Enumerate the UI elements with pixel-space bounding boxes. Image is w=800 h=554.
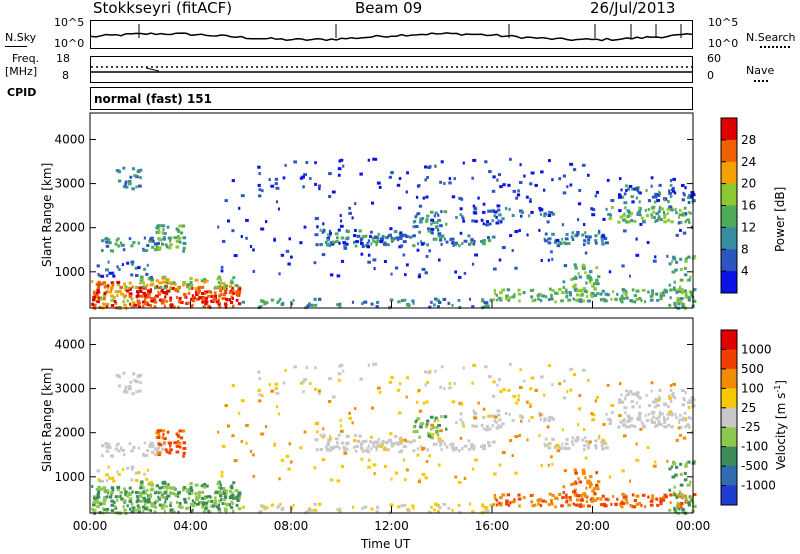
power-ytick-2: 3000	[54, 177, 85, 191]
power-ylabel: Slant Range [km]	[40, 162, 54, 267]
velocity-colorbar-tick-2: 100	[741, 381, 764, 395]
nsky-label: N.Sky	[5, 31, 37, 44]
nsky-legend-line	[5, 46, 27, 47]
velocity-colorbar-tick-7: -1000	[741, 479, 776, 493]
freq-panel	[90, 56, 693, 83]
nave-tick-bottom: 0	[707, 69, 714, 82]
x-tick-4: 16:00	[475, 519, 510, 533]
x-tick-3: 12:00	[374, 519, 409, 533]
nave-label: Nave	[746, 64, 775, 77]
velocity-colorbar-tick-0: 1000	[741, 342, 772, 356]
power-ytick-0: 1000	[54, 265, 85, 279]
power-colorbar-tick-1: 8	[741, 242, 749, 256]
power-frame	[89, 112, 694, 309]
power-colorbar-tick-3: 16	[741, 199, 756, 213]
nsky-tick-top: 10^5	[54, 16, 85, 29]
freq-trace	[91, 66, 692, 73]
power-colorbar-segment-6	[721, 249, 737, 272]
power-colorbar-segment-7	[721, 271, 737, 294]
nave-legend-line	[754, 80, 768, 82]
velocity-ytick-2: 3000	[54, 382, 85, 396]
cpid-label: CPID	[7, 86, 37, 99]
nsky-panel	[90, 20, 693, 49]
nsearch-tick-top: 10^5	[708, 16, 739, 29]
velocity-colorbar-segment-0	[721, 330, 737, 350]
velocity-ytick-1: 2000	[54, 426, 85, 440]
nsearch-tick-bottom: 10^0	[708, 37, 739, 50]
nsearch-legend-line	[760, 46, 790, 48]
velocity-colorbar-tick-1: 500	[741, 362, 764, 376]
power-colorbar-label: Power [dB]	[773, 186, 787, 252]
velocity-colorbar-segment-5	[721, 427, 737, 448]
date-title: 26/Jul/2013	[590, 0, 676, 17]
power-colorbar-segment-5	[721, 227, 737, 250]
power-colorbar-segment-2	[721, 161, 737, 185]
x-tick-2: 08:00	[274, 519, 309, 533]
velocity-ytick-3: 4000	[54, 337, 85, 351]
cpid-value: normal (fast) 151	[94, 92, 212, 106]
velocity-colorbar-segment-6	[721, 446, 737, 467]
freq-unit: [MHz]	[5, 65, 38, 78]
velocity-colorbar-tick-6: -500	[741, 459, 768, 473]
x-tick-0: 00:00	[73, 519, 108, 533]
velocity-colorbar-segment-8	[721, 485, 737, 506]
nsearch-label: N.Search	[746, 31, 796, 44]
cpid-panel	[90, 87, 693, 110]
power-ytick-3: 4000	[54, 132, 85, 146]
velocity-colorbar-segment-4	[721, 407, 737, 428]
nsky-tick-bottom: 10^0	[54, 37, 85, 50]
velocity-colorbar-segment-3	[721, 388, 737, 409]
freq-tick-top: 18	[56, 52, 70, 65]
power-colorbar-segment-3	[721, 183, 737, 206]
x-axis-label: Time UT	[361, 537, 411, 551]
nsky-trace	[91, 24, 692, 42]
nave-tick-top: 60	[707, 52, 721, 65]
velocity-ytick-0: 1000	[54, 470, 85, 484]
power-colorbar-tick-0: 4	[741, 264, 749, 278]
velocity-frame	[89, 317, 694, 514]
x-tick-6: 00:00	[676, 519, 711, 533]
power-colorbar-segment-0	[721, 118, 737, 141]
velocity-ylabel: Slant Range [km]	[40, 367, 54, 472]
freq-tick-bottom: 8	[62, 69, 69, 82]
velocity-colorbar-tick-4: -25	[741, 420, 761, 434]
velocity-colorbar-segment-7	[721, 466, 737, 487]
beam-title: Beam 09	[355, 0, 423, 17]
velocity-colorbar-segment-1	[721, 349, 737, 370]
freq-label: Freq.	[12, 52, 40, 65]
power-ytick-1: 2000	[54, 221, 85, 235]
velocity-colorbar-segment-2	[721, 368, 737, 389]
velocity-colorbar-tick-5: -100	[741, 440, 768, 454]
power-colorbar-tick-5: 24	[741, 155, 756, 169]
station-title: Stokkseyri (fitACF)	[93, 0, 233, 17]
power-colorbar-segment-1	[721, 139, 737, 163]
x-tick-1: 04:00	[173, 519, 208, 533]
velocity-colorbar-label: Velocity [m s-1]	[773, 380, 788, 470]
power-colorbar-tick-2: 12	[741, 220, 756, 234]
power-colorbar-tick-6: 28	[741, 133, 756, 147]
velocity-colorbar-tick-3: 25	[741, 401, 756, 415]
power-colorbar-segment-4	[721, 205, 737, 228]
power-colorbar-tick-4: 20	[741, 177, 756, 191]
x-tick-5: 20:00	[575, 519, 610, 533]
